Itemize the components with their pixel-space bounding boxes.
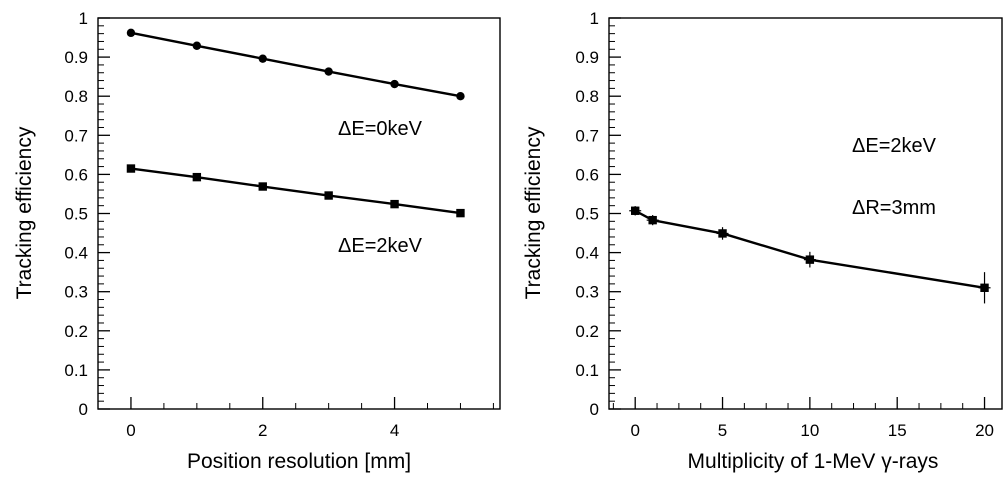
right-axis-ticks xyxy=(609,17,986,410)
left-series-0-line xyxy=(130,31,461,98)
left-y-tick-label: 0 xyxy=(79,400,88,419)
left-series-1-point xyxy=(258,182,267,191)
right-x-tick-labels: 0 5 10 15 20 xyxy=(630,421,994,440)
left-annotation-de2: ΔE=2keV xyxy=(338,235,423,257)
left-axis-ticks xyxy=(97,17,494,410)
left-x-tick-labels: 0 2 4 xyxy=(126,421,399,440)
right-y-tick-label: 0 xyxy=(590,400,599,419)
right-y-tick-label: 1 xyxy=(590,9,599,28)
right-series-0-point xyxy=(718,229,727,238)
left-series-0-point xyxy=(192,41,202,50)
left-series-1-point xyxy=(192,172,202,182)
left-y-axis-label: Tracking efficiency xyxy=(13,126,36,299)
right-x-axis-label: Multiplicity of 1-MeV γ-rays xyxy=(688,450,939,473)
left-series-0-point xyxy=(126,28,136,38)
right-series-0-point xyxy=(648,215,657,225)
right-y-tick-label: 0.9 xyxy=(575,48,599,67)
left-series-0-point xyxy=(324,67,333,76)
right-x-tick-label: 20 xyxy=(975,421,994,440)
left-series-1-line xyxy=(130,167,461,215)
left-x-tick-label: 0 xyxy=(126,421,135,440)
right-y-tick-label: 0.8 xyxy=(575,87,599,106)
left-y-tick-label: 1 xyxy=(79,9,88,28)
left-x-tick-label: 2 xyxy=(258,421,267,440)
right-y-tick-label: 0.4 xyxy=(575,244,599,263)
right-series-0-point xyxy=(805,255,815,264)
left-y-tick-label: 0.1 xyxy=(64,361,88,380)
left-y-tick-label: 0.8 xyxy=(64,87,88,106)
right-panel: 0 0.1 0.2 0.3 0.4 0.5 0.6 0.7 0.8 0.9 1 0 5 10 15 20 M… xyxy=(522,9,1003,473)
right-y-tick-label: 0.5 xyxy=(575,205,599,224)
right-y-tick-label: 0.6 xyxy=(575,165,599,184)
left-panel: 0 0.1 0.2 0.3 0.4 0.5 0.6 0.7 0.8 0.9 1 0 2 4 Positi… xyxy=(13,9,501,473)
left-series-1-point xyxy=(390,199,399,209)
right-series-layer xyxy=(629,206,991,304)
left-series-0-point xyxy=(456,92,465,101)
left-series-0-point xyxy=(390,79,399,89)
right-series-0-point xyxy=(631,206,640,215)
left-y-tick-label: 0.7 xyxy=(64,126,88,145)
left-y-tick-label: 0.9 xyxy=(64,48,88,67)
left-y-tick-labels: 0 0.1 0.2 0.3 0.4 0.5 0.6 0.7 0.8 0.9 1 xyxy=(64,9,88,419)
right-y-tick-label: 0.3 xyxy=(575,283,599,302)
right-y-tick-label: 0.1 xyxy=(575,361,599,380)
left-annotation-de0: ΔE=0keV xyxy=(338,118,423,140)
right-x-tick-label: 0 xyxy=(630,421,639,440)
right-x-tick-label: 15 xyxy=(888,421,907,440)
right-x-tick-label: 5 xyxy=(718,421,727,440)
left-series-0-point xyxy=(258,54,267,63)
right-series-0-point xyxy=(980,283,989,292)
right-y-tick-label: 0.2 xyxy=(575,322,599,341)
left-series-1-point xyxy=(456,208,465,218)
left-series-1-point xyxy=(126,164,136,173)
left-y-tick-label: 0.6 xyxy=(64,165,88,184)
right-annotation-de: ΔE=2keV xyxy=(852,135,937,157)
right-y-axis-label: Tracking efficiency xyxy=(522,126,545,299)
left-series-layer xyxy=(126,28,465,218)
left-y-tick-label: 0.5 xyxy=(64,205,88,224)
right-annotation-dr: ΔR=3mm xyxy=(852,197,936,219)
right-y-tick-labels: 0 0.1 0.2 0.3 0.4 0.5 0.6 0.7 0.8 0.9 1 xyxy=(575,9,599,419)
left-series-1-point xyxy=(324,191,333,200)
left-x-tick-label: 4 xyxy=(390,421,399,440)
left-y-tick-label: 0.3 xyxy=(64,283,88,302)
left-y-tick-label: 0.2 xyxy=(64,322,88,341)
right-x-tick-label: 10 xyxy=(800,421,819,440)
right-y-tick-label: 0.7 xyxy=(575,126,599,145)
left-y-tick-label: 0.4 xyxy=(64,244,88,263)
left-x-axis-label: Position resolution [mm] xyxy=(187,450,411,473)
